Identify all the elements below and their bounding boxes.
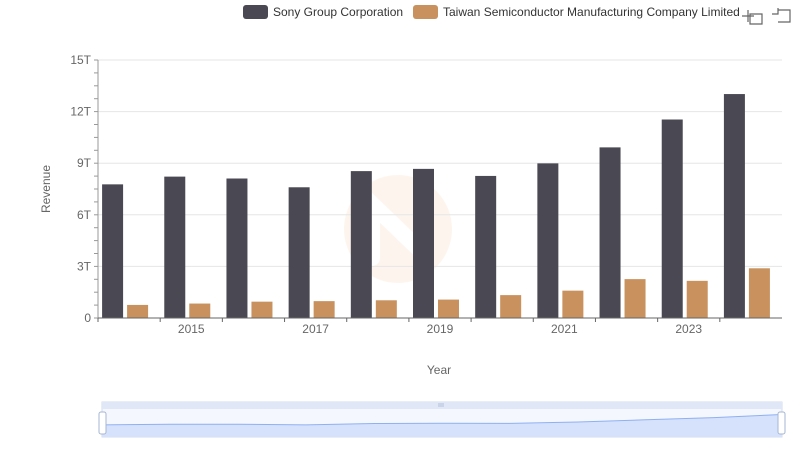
bar-sony-2024[interactable] [723, 94, 745, 318]
bar-sony-2017[interactable] [288, 187, 310, 318]
bar-sony-2014[interactable] [102, 184, 124, 318]
slider-preview-line [101, 414, 783, 426]
bar-tsmc-2019[interactable] [438, 299, 459, 318]
legend-item-tsmc[interactable]: Taiwan Semiconductor Manufacturing Compa… [413, 5, 740, 19]
legend-item-sony[interactable]: Sony Group Corporation [243, 5, 403, 19]
y-tick-label: 9T [77, 156, 92, 170]
bar-sony-2015[interactable] [164, 176, 186, 318]
bar-tsmc-2024[interactable] [748, 268, 770, 318]
x-tick-label: 2017 [302, 322, 329, 336]
restore-icon[interactable] [772, 8, 791, 23]
slider-preview-area [102, 414, 782, 437]
slider-top-bar[interactable] [102, 402, 782, 409]
bars [102, 94, 770, 319]
y-tick-label: 15T [70, 53, 91, 67]
bar-tsmc-2015[interactable] [189, 303, 211, 318]
legend: Sony Group Corporation Taiwan Semiconduc… [243, 5, 740, 19]
legend-label-tsmc: Taiwan Semiconductor Manufacturing Compa… [443, 5, 740, 19]
slider-handle-left[interactable] [98, 411, 107, 435]
bar-sony-2018[interactable] [350, 171, 372, 318]
bar-tsmc-2016[interactable] [251, 301, 273, 318]
legend-swatch-sony [243, 5, 268, 19]
bar-tsmc-2017[interactable] [313, 301, 335, 318]
y-tick-label: 0 [84, 311, 91, 325]
bar-sony-2020[interactable] [475, 175, 497, 318]
y-tick-label: 3T [77, 259, 92, 273]
x-tick-label: 2015 [178, 322, 205, 336]
bar-tsmc-2020[interactable] [500, 295, 522, 318]
zoom-crosshair-icon[interactable] [742, 10, 763, 25]
bar-sony-2023[interactable] [661, 119, 683, 319]
bar-sony-2019[interactable] [413, 168, 434, 318]
bar-sony-2016[interactable] [226, 178, 248, 318]
y-tick-label: 12T [70, 105, 91, 119]
bar-sony-2022[interactable] [599, 147, 621, 318]
bar-tsmc-2023[interactable] [686, 280, 708, 318]
slider-grip-icon[interactable] [438, 403, 444, 407]
bar-tsmc-2021[interactable] [562, 290, 584, 318]
bar-tsmc-2018[interactable] [375, 300, 397, 318]
y-tick-label: 6T [77, 208, 92, 222]
x-tick-label: 2019 [427, 322, 454, 336]
legend-swatch-tsmc [413, 5, 438, 19]
axes: 0 3T 6T 9T 12T 15T 2015 2017 2019 2021 2023 [70, 53, 782, 336]
data-zoom-slider[interactable] [98, 401, 786, 438]
legend-label-sony: Sony Group Corporation [273, 5, 403, 19]
slider-handle-right[interactable] [777, 411, 786, 435]
bar-tsmc-2022[interactable] [624, 279, 646, 318]
bar-tsmc-2014[interactable] [127, 304, 149, 318]
y-axis-title: Revenue [39, 165, 53, 213]
x-axis-title: Year [427, 363, 451, 377]
bar-sony-2021[interactable] [537, 163, 559, 318]
x-tick-label: 2021 [551, 322, 578, 336]
x-tick-label: 2023 [675, 322, 702, 336]
